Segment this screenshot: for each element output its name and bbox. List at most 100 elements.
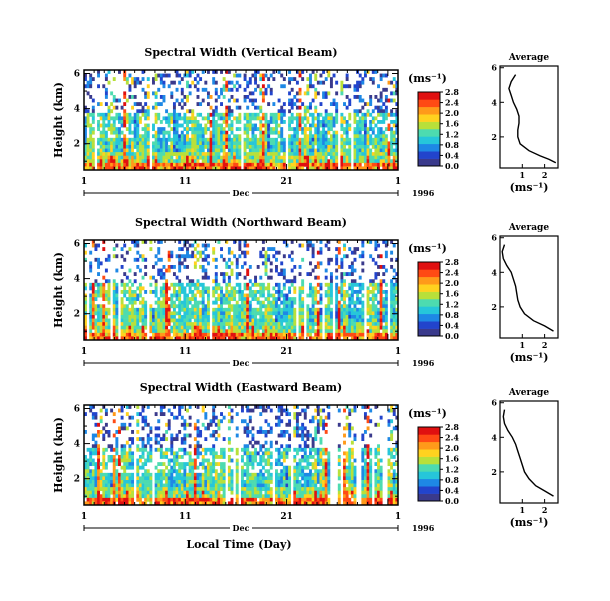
heatmap-cell xyxy=(149,447,153,452)
heatmap-cell xyxy=(248,325,252,330)
heatmap-cell xyxy=(206,318,210,323)
heatmap-cell xyxy=(204,322,208,327)
heatmap-cell xyxy=(102,332,106,337)
heatmap-cell xyxy=(193,422,197,427)
heatmap-cell xyxy=(340,84,344,89)
heatmap-cell xyxy=(123,472,127,477)
heatmap-cell xyxy=(254,315,257,319)
heatmap-cell xyxy=(107,254,111,259)
heatmap-cell xyxy=(193,447,197,452)
heatmap-cell xyxy=(327,240,331,244)
heatmap-cell xyxy=(115,487,119,492)
profile-y-tick-label: 6 xyxy=(491,63,497,73)
heatmap-cell xyxy=(104,465,108,470)
heatmap-cell xyxy=(120,472,124,477)
heatmap-cell xyxy=(178,472,182,477)
heatmap-cell xyxy=(136,476,140,481)
heatmap-cell xyxy=(248,120,252,124)
heatmap-cell xyxy=(377,315,380,319)
heatmap-cell xyxy=(264,152,268,157)
heatmap-cell xyxy=(395,322,399,327)
heatmap-cell xyxy=(384,311,388,316)
heatmap-cell xyxy=(138,80,142,85)
heatmap-cell xyxy=(298,318,302,323)
heatmap-cell xyxy=(340,120,344,124)
heatmap-cell xyxy=(382,332,386,337)
heatmap-cell xyxy=(361,116,365,121)
heatmap-cell xyxy=(118,148,121,153)
heatmap-cell xyxy=(395,286,399,291)
heatmap-cell xyxy=(329,77,333,82)
heatmap-cell xyxy=(162,162,166,167)
heatmap-cell xyxy=(377,336,380,341)
heatmap-cell xyxy=(377,332,380,337)
heatmap-cell xyxy=(188,155,192,160)
heatmap-cell xyxy=(86,120,90,124)
heatmap-cell xyxy=(157,247,161,252)
heatmap-cell xyxy=(110,480,114,484)
heatmap-cell xyxy=(172,105,176,110)
heatmap-cell xyxy=(146,166,150,171)
heatmap-cell xyxy=(233,322,237,327)
heatmap-cell xyxy=(172,455,176,459)
heatmap-cell xyxy=(280,137,284,142)
heatmap-cell xyxy=(374,155,378,160)
heatmap-cell xyxy=(298,286,302,291)
heatmap-cell xyxy=(136,123,140,128)
year-label: 1996 xyxy=(412,188,435,198)
heatmap-cell xyxy=(86,483,90,488)
heatmap-cell xyxy=(175,462,179,467)
heatmap-cell xyxy=(329,272,333,277)
heatmap-cell xyxy=(371,279,375,284)
heatmap-cell xyxy=(319,307,323,312)
heatmap-cell xyxy=(91,112,95,117)
heatmap-cell xyxy=(337,322,341,327)
heatmap-cell xyxy=(99,148,103,153)
heatmap-cell xyxy=(146,116,150,121)
heatmap-cell xyxy=(107,433,111,438)
heatmap-cell xyxy=(371,282,375,287)
heatmap-cell xyxy=(227,275,231,280)
heatmap-cell xyxy=(267,123,271,128)
heatmap-cell xyxy=(327,148,331,153)
heatmap-cell xyxy=(309,261,312,266)
heatmap-cell xyxy=(131,105,135,110)
heatmap-cell xyxy=(259,152,263,157)
heatmap-cell xyxy=(371,109,375,114)
profile-title: Average xyxy=(508,53,549,63)
heatmap-cell xyxy=(206,159,210,164)
heatmap-cell xyxy=(89,483,93,488)
heatmap-cell xyxy=(204,155,208,160)
heatmap-cell xyxy=(125,480,129,484)
heatmap-cell xyxy=(238,286,242,291)
heatmap-cell xyxy=(230,166,234,171)
y-axis-label: Height (km) xyxy=(52,82,65,158)
heatmap-cell xyxy=(212,322,216,327)
heatmap-cell xyxy=(248,166,252,171)
heatmap-cell xyxy=(272,166,276,171)
heatmap-cell xyxy=(220,148,223,153)
heatmap-cell xyxy=(337,332,341,337)
heatmap-cell xyxy=(298,293,302,298)
heatmap-cell xyxy=(180,141,184,146)
heatmap-cell xyxy=(251,293,255,298)
heatmap-cell xyxy=(309,318,312,323)
heatmap-cell xyxy=(120,476,124,481)
heatmap-cell xyxy=(162,116,166,121)
heatmap-cell xyxy=(316,155,320,160)
heatmap-cell xyxy=(107,152,111,157)
heatmap-cell xyxy=(379,315,383,319)
heatmap-cell xyxy=(225,152,229,157)
heatmap-cell xyxy=(392,300,396,305)
heatmap-cell xyxy=(188,465,192,470)
heatmap-cell xyxy=(298,297,302,302)
heatmap-cell xyxy=(303,148,307,153)
heatmap-cell xyxy=(115,430,119,434)
heatmap-cell xyxy=(94,279,98,284)
heatmap-cell xyxy=(120,483,124,488)
heatmap-cell xyxy=(104,422,108,427)
heatmap-cell xyxy=(104,141,108,146)
heatmap-cell xyxy=(371,307,375,312)
heatmap-cell xyxy=(327,300,331,305)
heatmap-cell xyxy=(193,116,197,121)
